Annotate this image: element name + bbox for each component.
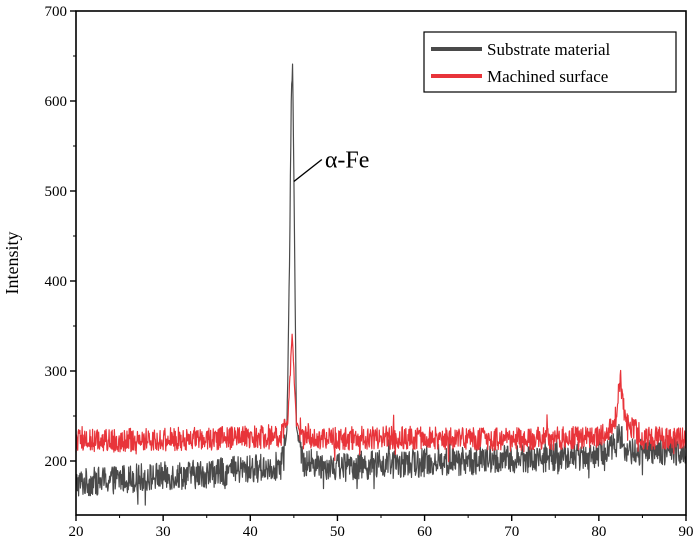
annotation-leader-line bbox=[293, 158, 323, 183]
y-tick-label: 500 bbox=[45, 184, 68, 200]
legend-label: Machined surface bbox=[487, 67, 608, 86]
series-layer bbox=[75, 63, 687, 506]
y-tick-label: 700 bbox=[45, 4, 68, 20]
series-line-machined-surface bbox=[75, 333, 687, 463]
x-tick-label: 60 bbox=[417, 524, 432, 538]
x-tick-label: 20 bbox=[69, 524, 84, 538]
x-tick-label: 90 bbox=[679, 524, 694, 538]
x-tick-label: 70 bbox=[504, 524, 519, 538]
y-tick-label: 400 bbox=[45, 274, 68, 290]
y-tick-label: 200 bbox=[45, 454, 68, 470]
annotation-layer: α-Fe bbox=[293, 148, 370, 183]
legend-box bbox=[423, 31, 677, 93]
series-line-substrate-material bbox=[75, 63, 687, 506]
legend-label: Substrate material bbox=[487, 40, 610, 59]
x-tick-label: 80 bbox=[591, 524, 606, 538]
axes-layer: 20 30 40 50 60 70 80 90 200 300 400 500 600 700 bbox=[45, 4, 694, 538]
y-tick-label: 300 bbox=[45, 364, 68, 380]
x-tick-label: 30 bbox=[156, 524, 171, 538]
annotation-alpha-fe: α-Fe bbox=[325, 148, 370, 174]
x-tick-label: 40 bbox=[243, 524, 258, 538]
legend: Substrate material Machined surface bbox=[423, 31, 677, 93]
y-tick-label: 600 bbox=[45, 94, 68, 110]
y-axis-label: Intensity bbox=[2, 232, 22, 295]
x-tick-label: 50 bbox=[330, 524, 345, 538]
